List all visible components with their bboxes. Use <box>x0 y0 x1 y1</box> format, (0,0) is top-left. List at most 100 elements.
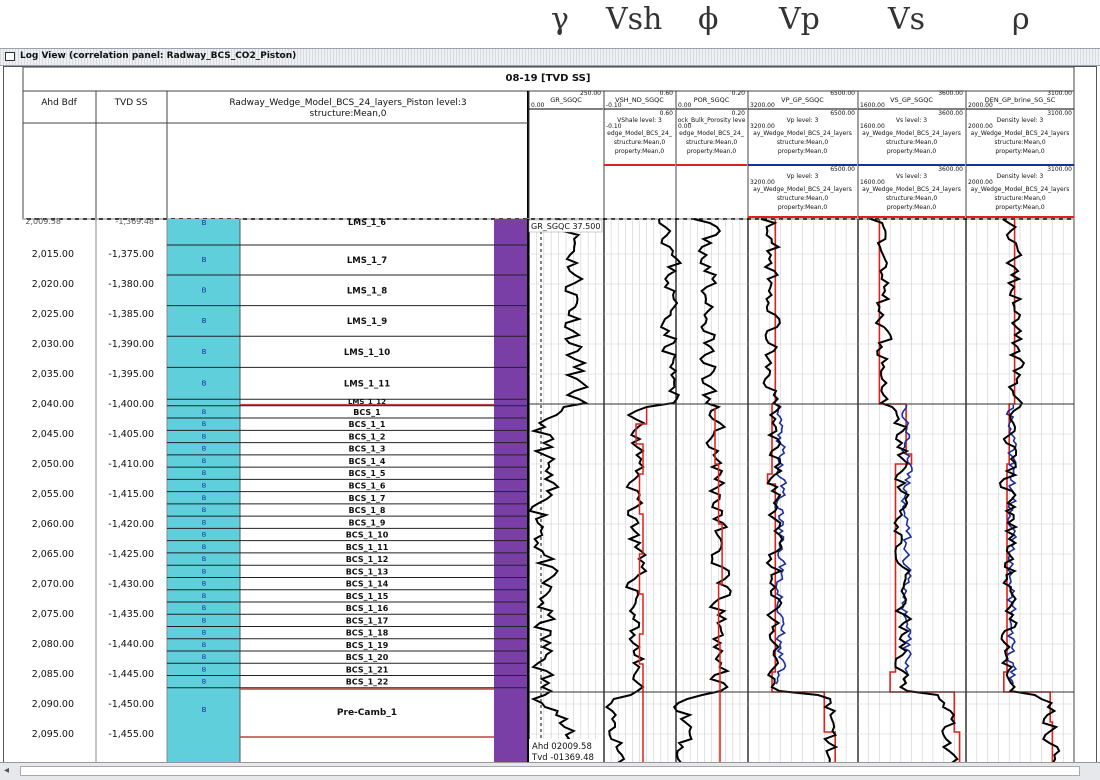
track-scale-right: 3100.00 <box>1047 90 1072 97</box>
ahd-depth-label: 2,080.00 <box>32 639 74 650</box>
track-scale-right: 6500.00 <box>830 90 855 97</box>
track-curve-title: VSH_ND_SGQC <box>615 96 664 104</box>
track-legend-structure: structure:Mean,0 <box>614 139 666 146</box>
track-scale-left: 0.00 <box>531 102 545 109</box>
ahd-depth-label: 2,050.00 <box>32 459 74 470</box>
track-legend-model: ay_Wedge_Model_BCS_24_layers <box>753 186 852 193</box>
window-title-bar[interactable]: Log View (correlation panel: Radway_BCS_… <box>0 48 1100 66</box>
ahd-depth-label: 2,085.00 <box>32 669 74 680</box>
scroll-left-icon[interactable]: ◂ <box>4 765 10 776</box>
track-legend-min: 2000.00 <box>968 123 993 130</box>
track-legend-min: -0.10 <box>606 123 622 130</box>
layer-label: LMS_1_7 <box>347 256 387 266</box>
track-legend-max: 3600.00 <box>938 166 963 173</box>
zone-marker: B <box>202 348 207 356</box>
zone-marker: B <box>202 506 206 514</box>
log-view-canvas[interactable]: 08-19 [TVD SS] Ahd Bdf TVD SS Radway_Wedge_… <box>4 67 1097 764</box>
track-legend-property: property:Mean,0 <box>615 148 665 155</box>
zone-marker: B <box>202 531 206 539</box>
layer-label: BCS_1_22 <box>346 678 389 687</box>
track-legend-label: Density level: 3 <box>997 173 1044 180</box>
zone-marker: B <box>202 420 206 428</box>
tvd-depth-label: -1,435.00 <box>108 609 154 620</box>
gr-readout-box <box>528 219 603 233</box>
ahd-depth-label: 2,095.00 <box>32 729 74 740</box>
zone-marker: B <box>202 567 206 575</box>
track-curve-title: VP_GP_SGQC <box>781 96 824 104</box>
track-curve-title: VS_GP_SGQC <box>890 96 933 104</box>
layer-label: BCS_1_11 <box>346 543 389 552</box>
track-legend-property: property:Mean,0 <box>778 148 828 155</box>
log-view-panel: 08-19 [TVD SS] Ahd Bdf TVD SS Radway_Wedge_… <box>3 66 1097 764</box>
vs-curve <box>870 218 959 763</box>
track-legend-max: 0.20 <box>732 110 746 117</box>
log-header <box>22 67 1075 220</box>
well-name: 08-19 [TVD SS] <box>506 73 591 84</box>
layer-label: BCS_1_21 <box>346 665 389 674</box>
model-column-title: Radway_Wedge_Model_BCS_24_layers_Piston … <box>229 98 466 108</box>
layer-label: BCS_1_3 <box>348 445 385 454</box>
zone-marker: B <box>202 219 207 227</box>
window-title: Log View (correlation panel: Radway_BCS_… <box>20 51 297 61</box>
horizontal-scrollbar[interactable]: ◂ <box>0 762 1100 780</box>
track-scale-right: 0.60 <box>660 90 674 97</box>
ahd-depth-label: 2,035.00 <box>32 369 74 380</box>
track-legend-structure: structure:Mean,0 <box>994 139 1046 146</box>
track-legend-model: ay_Wedge_Model_BCS_24_layers <box>862 186 961 193</box>
track-legend-model: ay_Wedge_Model_BCS_24_layers <box>971 186 1070 193</box>
track-legend-label: VShale level: 3 <box>617 117 662 124</box>
track-scale-left: -0.10 <box>606 102 622 109</box>
tvd-depth-label: -1,415.00 <box>108 489 154 500</box>
tvd-depth-label: -1,400.00 <box>108 399 154 410</box>
track-legend-max: 6500.00 <box>830 166 855 173</box>
layer-label: BCS_1_16 <box>346 604 389 613</box>
track-scale-left: 2000.00 <box>968 102 993 109</box>
zone-marker: B <box>202 665 206 673</box>
tvd-column-header: TVD SS <box>114 98 148 108</box>
layer-label: BCS_1_19 <box>346 641 389 650</box>
zone-marker: B <box>202 518 206 526</box>
ahd-depth-label: 2,040.00 <box>32 399 74 410</box>
log-symbol-vs: Vs <box>888 2 926 37</box>
track-scale-left: 3200.00 <box>750 102 775 109</box>
ahd-depth-label: 2,045.00 <box>32 429 74 440</box>
track-legend-property: property:Mean,0 <box>887 204 937 211</box>
top-ahd-label: 2,009.58 <box>25 217 61 226</box>
zone-marker: B <box>202 653 206 661</box>
track-legend-structure: structure:Mean,0 <box>886 195 938 202</box>
track-legend-property: property:Mean,0 <box>995 148 1045 155</box>
layer-label: LMS_1_6 <box>348 218 386 227</box>
tvd-depth-label: -1,380.00 <box>108 279 154 290</box>
log-symbol-rho: ρ <box>1012 2 1030 37</box>
layer-label: BCS_1_1 <box>348 420 385 429</box>
tvd-depth-label: -1,450.00 <box>108 699 154 710</box>
layer-label: BCS_1_10 <box>346 531 389 540</box>
track-legend-max: 6500.00 <box>830 110 855 117</box>
vp-curve <box>760 218 839 763</box>
layer-label: BCS_1_14 <box>346 580 389 589</box>
ahd-depth-label: 2,020.00 <box>32 279 74 290</box>
layer-label: LMS_1_9 <box>347 317 387 327</box>
vsh-curve <box>604 218 683 763</box>
track-curve-title: POR_SGQC <box>694 96 730 104</box>
track-legend-label: Vs level: 3 <box>896 117 927 124</box>
zone-marker: B <box>202 469 206 477</box>
layer-label: BCS_1_2 <box>348 432 385 441</box>
scrollbar-thumb[interactable] <box>20 766 1080 776</box>
track-scale-right: 250.00 <box>580 90 601 97</box>
zone-marker: B <box>202 481 206 489</box>
track-legend-model: edge_Model_BCS_24_ <box>607 130 673 137</box>
log-symbol-vsh: Vsh <box>606 2 663 37</box>
window-icon <box>5 52 15 61</box>
layer-label: BCS_1_18 <box>346 629 389 638</box>
tvd-depth-label: -1,375.00 <box>108 249 154 260</box>
zone-marker: B <box>202 678 206 686</box>
layer-label: BCS_1_8 <box>348 506 385 515</box>
tvd-depth-label: -1,390.00 <box>108 339 154 350</box>
ahd-depth-label: 2,090.00 <box>32 699 74 710</box>
track-legend-structure: structure:Mean,0 <box>686 139 738 146</box>
zone-marker: B <box>202 286 207 294</box>
track-legend-min: 0.00 <box>678 123 692 130</box>
track-legend-min: 2000.00 <box>968 179 993 186</box>
track-legend-model: edge_Model_BCS_24_ <box>679 130 745 137</box>
